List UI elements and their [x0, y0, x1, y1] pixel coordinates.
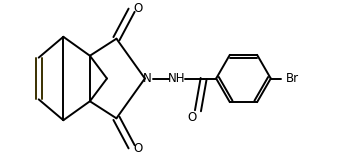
Text: N: N — [142, 72, 151, 85]
Text: NH: NH — [168, 72, 186, 85]
Text: Br: Br — [285, 72, 299, 85]
Text: O: O — [134, 142, 143, 155]
Text: O: O — [188, 111, 197, 124]
Text: O: O — [134, 2, 143, 15]
